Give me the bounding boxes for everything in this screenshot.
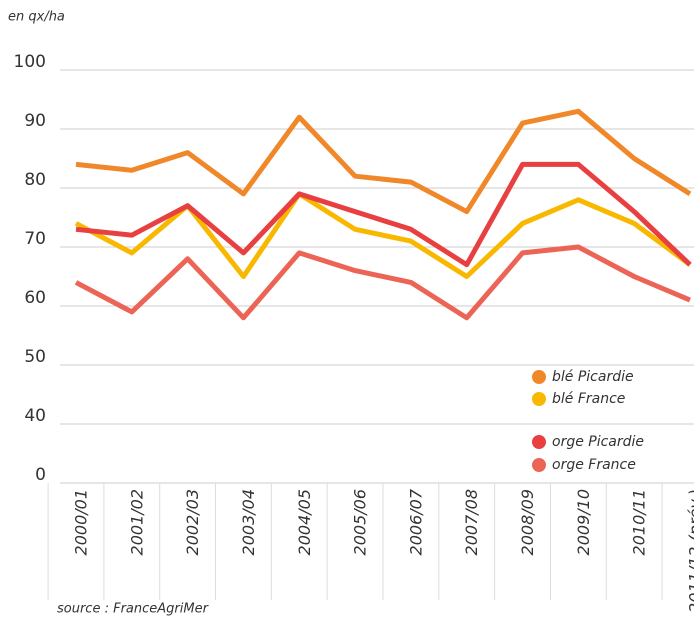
x-tick-label: 2006/07	[406, 488, 425, 555]
y-tick-label: 0	[35, 465, 46, 485]
source: source : FranceAgriMer	[57, 602, 210, 617]
y-tick-label: 70	[24, 229, 46, 249]
line	[75, 108, 692, 215]
y-tick-label: 80	[24, 170, 46, 190]
legend-label: blé Picardie	[552, 369, 634, 385]
x-tick-label: 2009/10	[574, 489, 593, 555]
x-tick-label: 2001/02	[127, 489, 146, 555]
legend-swatch	[532, 392, 546, 406]
legend-label: orge Picardie	[552, 434, 644, 450]
x-tick-label: 2003/04	[239, 489, 258, 555]
legend-swatch	[532, 435, 546, 449]
y-tick-label: 60	[24, 288, 46, 308]
y-tick-label: 90	[24, 111, 46, 131]
x-tick-label: 2004/05	[295, 489, 314, 555]
x-tick-label: 2002/03	[183, 489, 202, 555]
y-tick-label: 100	[14, 52, 46, 72]
x-tick-label: 2008/09	[518, 489, 537, 555]
x-tick-label: 2005/06	[351, 489, 370, 555]
legend-label: blé France	[552, 391, 625, 407]
x-tick-label: 2007/08	[462, 489, 481, 555]
legend-swatch	[532, 370, 546, 384]
legend-label: orge France	[552, 457, 636, 473]
x-tick-label: 2000/01	[72, 489, 91, 555]
y-tick-label: 50	[24, 347, 46, 367]
x-tick-label: 2011/12 (prév.)	[686, 489, 694, 613]
x-tick-label: 2010/11	[630, 489, 649, 555]
line	[74, 191, 692, 279]
legend-swatch	[532, 458, 546, 472]
unit-label: en qx/ha	[8, 10, 65, 25]
y-tick-label: 40	[24, 406, 46, 426]
line	[74, 244, 691, 321]
line	[75, 161, 692, 268]
